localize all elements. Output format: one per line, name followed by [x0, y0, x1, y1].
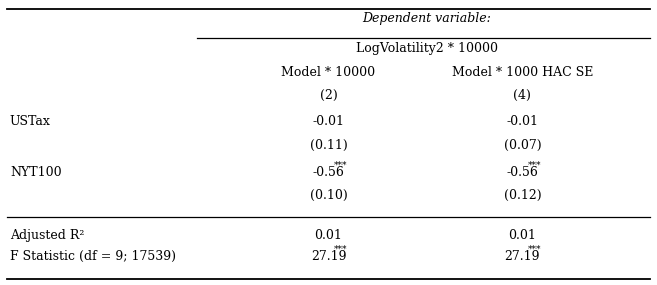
Text: (2): (2) [319, 89, 338, 102]
Text: 0.01: 0.01 [315, 229, 342, 242]
Text: 27.19: 27.19 [505, 250, 540, 263]
Text: (0.07): (0.07) [503, 139, 541, 152]
Text: -0.01: -0.01 [507, 115, 538, 128]
Text: (0.12): (0.12) [503, 189, 541, 202]
Text: -0.56: -0.56 [507, 166, 538, 179]
Text: 0.01: 0.01 [509, 229, 536, 242]
Text: (4): (4) [513, 89, 532, 102]
Text: (0.10): (0.10) [309, 189, 348, 202]
Text: ***: *** [528, 245, 541, 254]
Text: (0.11): (0.11) [309, 139, 348, 152]
Text: F Statistic (df = 9; 17539): F Statistic (df = 9; 17539) [10, 250, 176, 263]
Text: 27.19: 27.19 [311, 250, 346, 263]
Text: ***: *** [528, 161, 541, 170]
Text: Model * 10000: Model * 10000 [281, 66, 376, 79]
Text: -0.56: -0.56 [313, 166, 344, 179]
Text: NYT100: NYT100 [10, 166, 62, 179]
Text: Adjusted R²: Adjusted R² [10, 229, 84, 242]
Text: LogVolatility2 * 10000: LogVolatility2 * 10000 [356, 42, 498, 55]
Text: -0.01: -0.01 [313, 115, 344, 128]
Text: Dependent variable:: Dependent variable: [363, 12, 491, 25]
Text: Model * 1000 HAC SE: Model * 1000 HAC SE [451, 66, 593, 79]
Text: ***: *** [334, 245, 348, 254]
Text: ***: *** [334, 161, 348, 170]
Text: USTax: USTax [10, 115, 51, 128]
